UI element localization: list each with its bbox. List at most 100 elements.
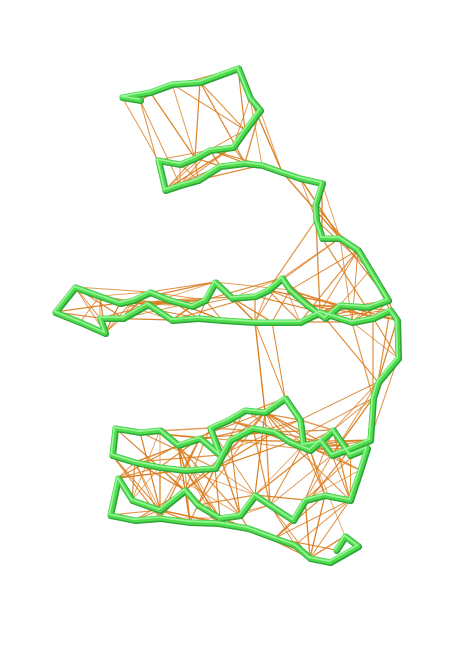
backbone-highlight-segment-91 [251,426,276,433]
backbone-highlight-segment-120 [308,556,331,563]
contact-line-230 [139,431,216,469]
backbone-highlight-segment-63 [388,308,398,321]
backbone-segment-7 [242,107,263,133]
backbone-highlight-segment-64 [395,318,399,359]
contact-line-80 [204,277,283,301]
backbone-highlight-segment-86 [133,460,160,468]
contact-line-185 [219,419,301,456]
backbone-highlight-segment-34 [280,276,291,291]
backbone-highlight-segment-75 [243,408,266,413]
backbone-highlight-segment-85 [110,453,135,463]
backbone-highlight-segment-14 [163,183,180,190]
contact-line-277 [304,499,311,559]
backbone-highlight-segment-7 [243,108,261,130]
backbone-highlight-segment-105 [218,513,240,519]
backbone-highlight-segment-43 [131,290,150,301]
contact-line-256 [189,467,216,523]
backbone-highlight-segment-110 [116,476,132,501]
backbone-highlight-segment-109 [130,498,160,511]
backbone-highlight-segment-66 [371,380,379,399]
backbone-segment-62 [370,307,393,321]
backbone-segment-76 [225,407,248,423]
backbone-highlight-segment-52 [121,302,148,319]
backbone-highlight-segment-53 [146,302,172,321]
contact-line-265 [289,441,351,501]
backbone-highlight-segment-111 [108,476,118,516]
contact-line-182 [269,444,304,506]
backbone-segment-94 [307,427,336,453]
backbone-highlight-segment-92 [273,430,291,443]
contact-line-21 [157,149,211,161]
backbone-highlight-segment-17 [218,161,245,166]
contact-line-50 [289,249,359,291]
contact-line-38 [299,177,341,239]
backbone-highlight-segment-39 [203,280,215,301]
backbone-highlight-layer [53,66,399,563]
contact-line-175 [229,439,323,443]
backbone-highlight-segment-56 [220,318,255,323]
backbone-segment-77 [207,417,231,431]
backbone-segment-66 [370,379,381,401]
backbone-highlight-segment-26 [338,236,359,250]
backbone-highlight-segment-61 [350,316,374,323]
backbone-segment-113 [132,515,163,523]
contact-line-19 [179,146,234,186]
contact-line-95 [147,281,216,305]
contact-line-40 [321,182,341,239]
backbone-segment-54 [169,315,201,323]
backbone-highlight-segment-16 [196,164,220,180]
contact-line-181 [302,444,326,496]
contact-line-273 [309,499,351,559]
backbone-highlight-segment-73 [283,396,301,421]
contact-line-173 [269,454,333,506]
contact-line-259 [252,427,271,506]
backbone-highlight-segment-81 [158,428,178,446]
contact-line-43 [267,219,317,291]
backbone-highlight-segment-77 [208,418,228,429]
backbone-highlight-segment-55 [196,316,222,321]
contact-line-166 [264,411,333,456]
contact-line-14 [249,97,283,173]
backbone-segment-74 [262,395,288,415]
contact-line-134 [254,321,286,399]
backbone-highlight-segment-10 [193,148,210,158]
contact-line-275 [309,494,326,559]
backbone-highlight-segment-95 [331,428,351,456]
backbone-highlight-segment-78 [208,426,220,456]
backbone-highlight-segment-104 [238,493,255,516]
contact-line-9 [194,81,201,159]
backbone-segment-17 [217,160,248,169]
contact-line-135 [254,321,266,413]
backbone-highlight-segment-103 [253,493,271,506]
contact-line-52 [319,249,359,313]
backbone-highlight-segment-18 [243,161,263,165]
contact-line-42 [315,219,371,271]
backbone-highlight-segment-2 [148,82,172,92]
backbone-segment-37 [229,293,258,301]
backbone-segment-2 [147,81,175,95]
backbone-segment-88 [182,465,218,473]
backbone-highlight-segment-113 [133,516,160,521]
contact-line-183 [254,444,304,496]
contact-line-147 [299,381,379,421]
backbone-highlight-segment-4 [198,66,238,82]
backbone-highlight-segment-11 [178,156,195,164]
contact-line-5 [149,91,196,159]
backbone-highlight-segment-68 [349,438,371,449]
backbone-highlight-segment-100 [303,493,326,501]
backbone-segment-1 [119,89,153,100]
backbone-highlight-segment-6 [248,96,261,110]
contact-line-118 [54,302,121,313]
backbone-highlight-segment-24 [314,218,323,238]
contact-line-212 [219,454,241,516]
backbone-highlight-segment-30 [338,303,369,308]
contact-line-266 [309,449,326,496]
contact-lines-layer [54,67,399,559]
backbone-highlight-segment-5 [236,66,250,98]
contact-line-77 [271,289,291,323]
contact-line-237 [134,461,161,511]
contact-line-92 [231,297,273,323]
backbone-highlight-segment-38 [213,280,232,299]
contact-line-172 [304,454,333,501]
